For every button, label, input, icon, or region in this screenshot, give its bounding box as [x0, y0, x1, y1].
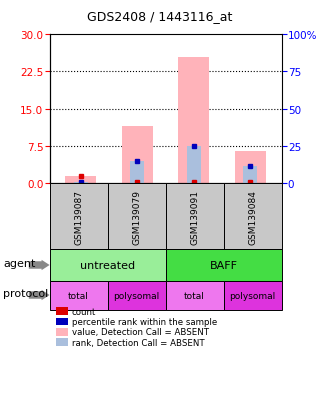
Text: rank, Detection Call = ABSENT: rank, Detection Call = ABSENT	[72, 338, 204, 347]
Bar	[74, 182, 88, 184]
Bar	[244, 166, 258, 184]
Text: GSM139084: GSM139084	[248, 190, 257, 244]
Bar	[178, 57, 210, 184]
Text: total: total	[68, 291, 89, 300]
Text: BAFF: BAFF	[210, 260, 237, 271]
Text: protocol: protocol	[3, 288, 48, 298]
Text: agent: agent	[3, 258, 36, 268]
Text: GSM139087: GSM139087	[74, 190, 83, 244]
Text: untreated: untreated	[80, 260, 135, 271]
Bar	[235, 152, 266, 184]
Text: percentile rank within the sample: percentile rank within the sample	[72, 317, 217, 326]
Text: GSM139079: GSM139079	[132, 190, 141, 244]
Bar	[187, 147, 201, 184]
Text: polysomal: polysomal	[229, 291, 276, 300]
Bar	[122, 127, 153, 184]
Bar	[130, 161, 144, 184]
Text: value, Detection Call = ABSENT: value, Detection Call = ABSENT	[72, 328, 209, 337]
Text: GSM139091: GSM139091	[190, 190, 199, 244]
Text: GDS2408 / 1443116_at: GDS2408 / 1443116_at	[87, 10, 233, 23]
Text: total: total	[184, 291, 205, 300]
Bar	[65, 176, 96, 184]
Text: polysomal: polysomal	[114, 291, 160, 300]
Text: count: count	[72, 307, 96, 316]
